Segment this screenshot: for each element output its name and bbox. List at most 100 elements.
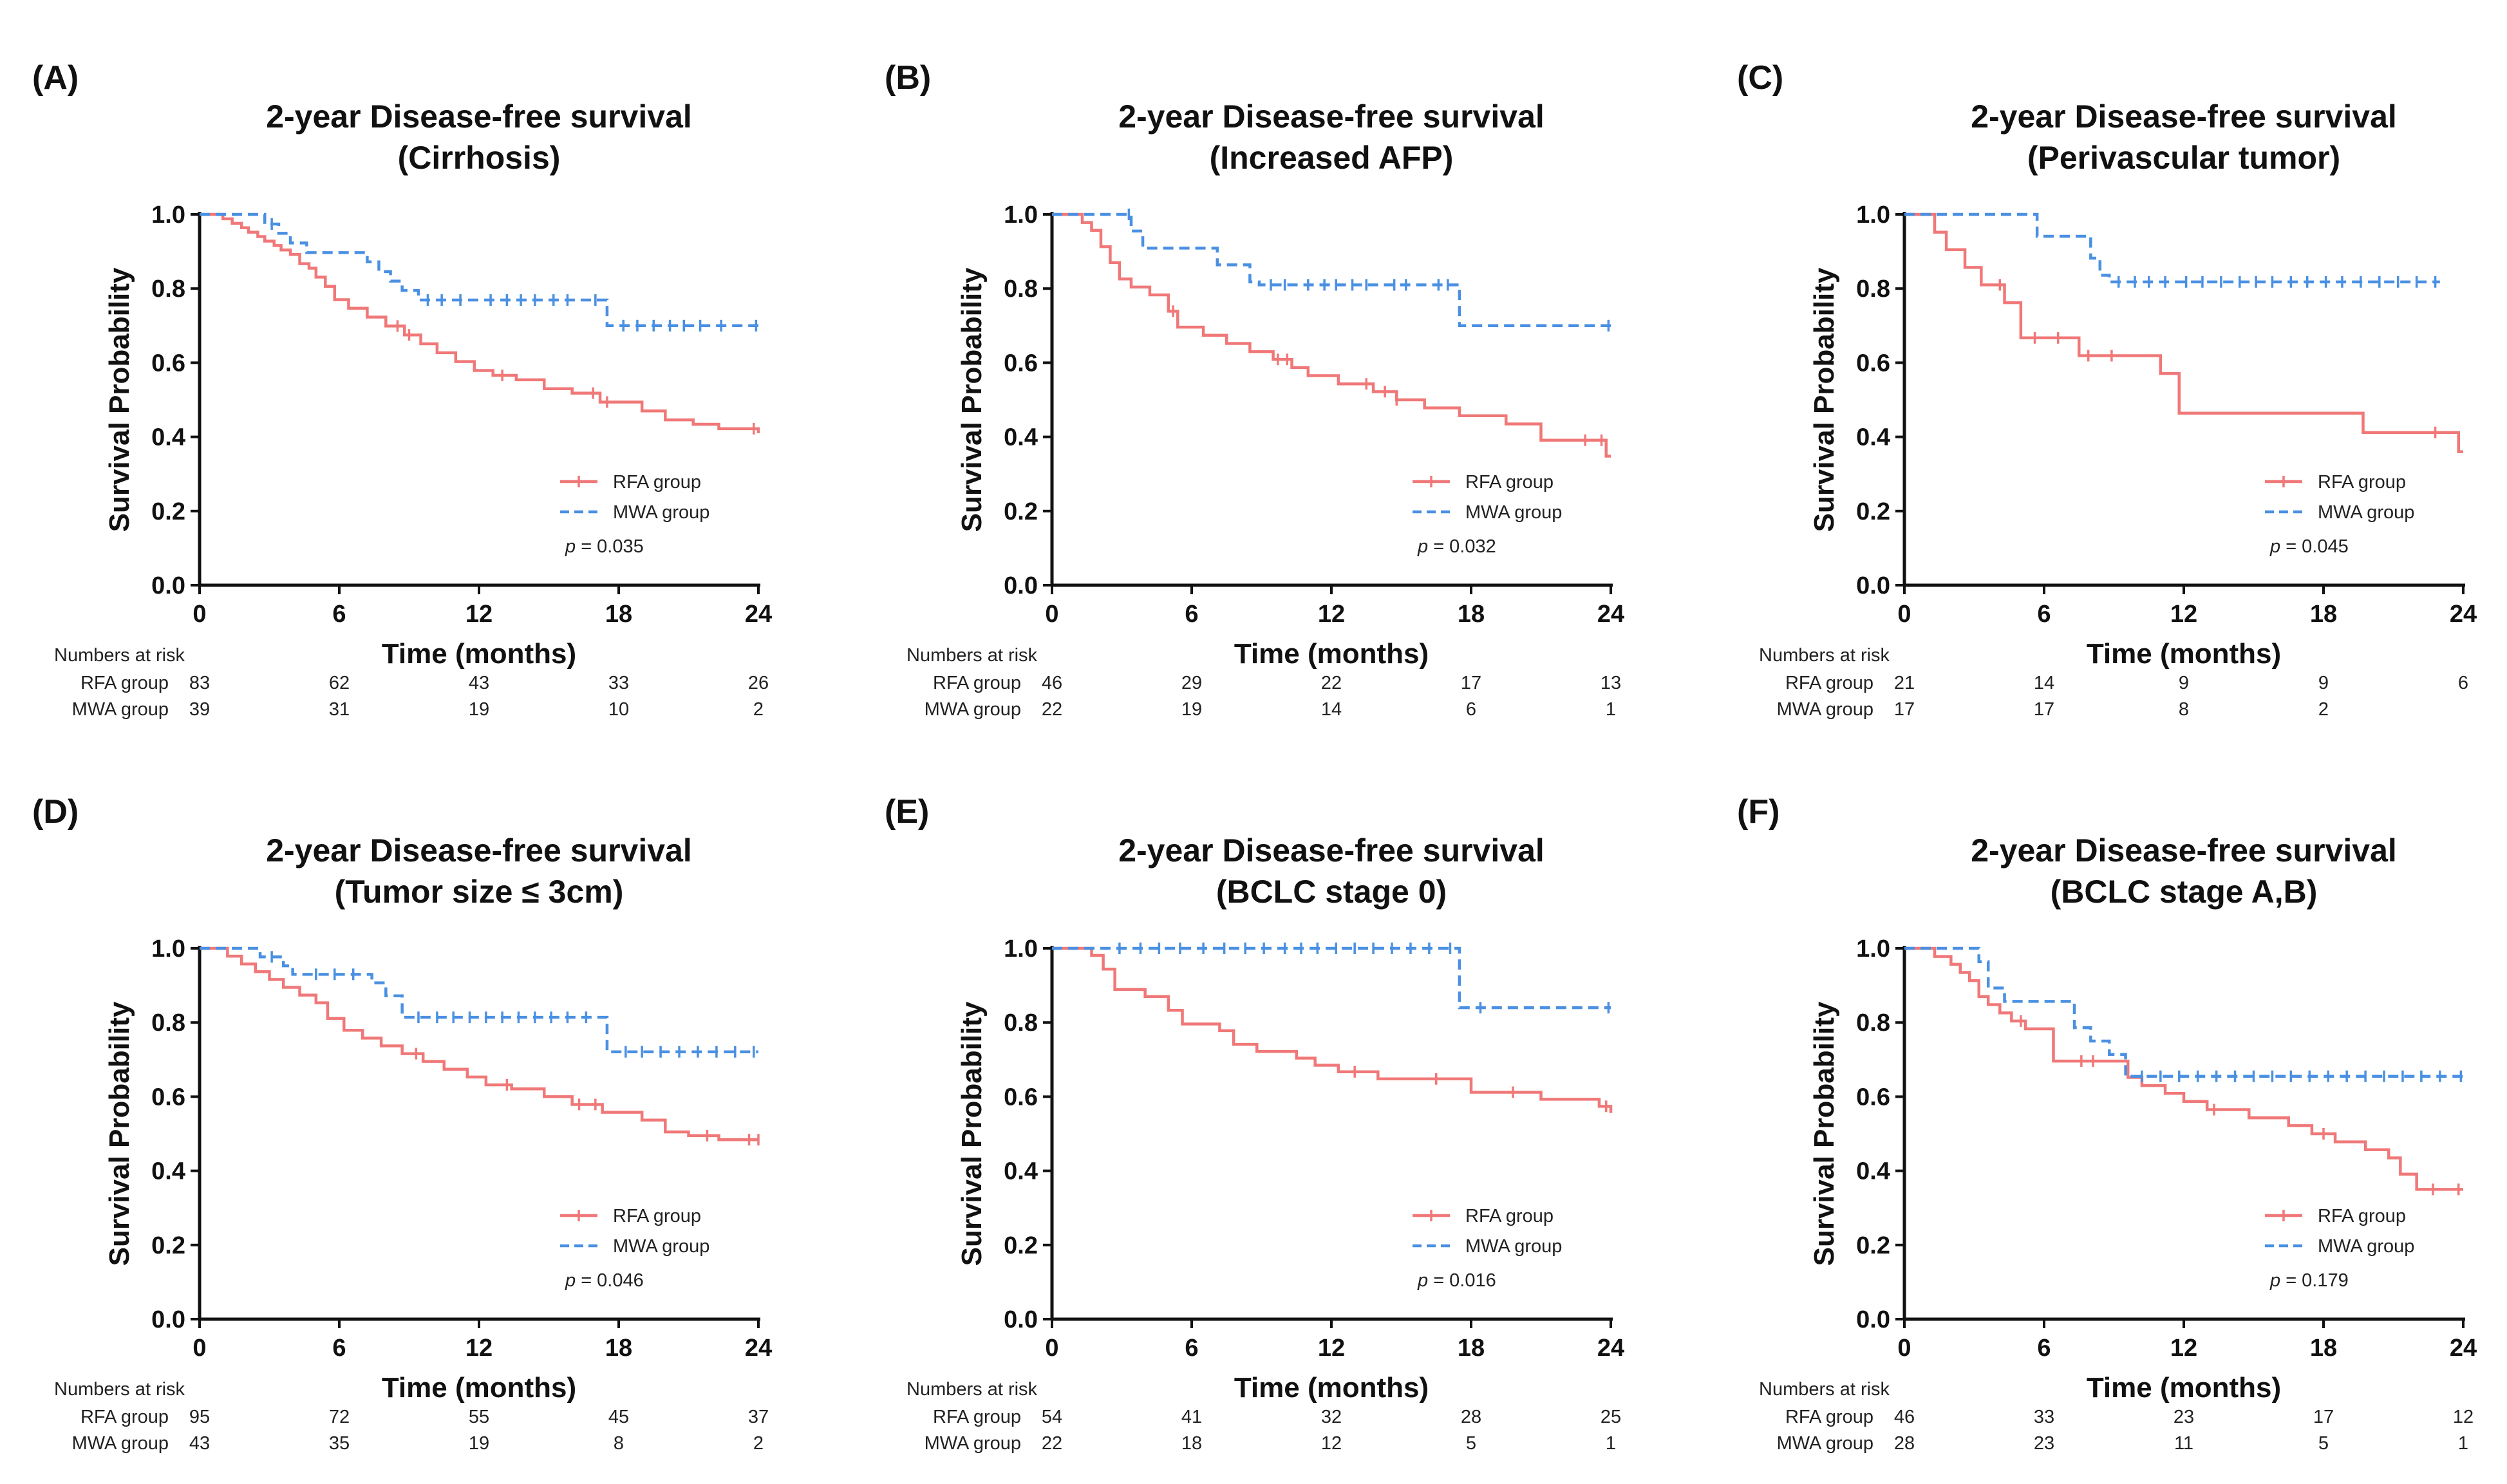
x-axis-label: Time (months) (1234, 638, 1429, 670)
y-tick-label: 0.4 (151, 424, 185, 451)
p-value: p = 0.179 (2269, 1270, 2349, 1291)
y-tick-label: 1.0 (1004, 202, 1038, 229)
p-symbol: p (1417, 536, 1433, 557)
risk-value: 25 (1601, 1407, 1621, 1427)
risk-value: 19 (1181, 699, 1202, 720)
risk-row-label: RFA group (933, 673, 1021, 693)
y-axis-label: Survival Probability (1808, 1001, 1840, 1266)
km-chart: (D) 2-year Disease-free survival (Tumor si… (32, 793, 772, 1454)
p-value-text: = 0.016 (1433, 1270, 1496, 1291)
p-symbol: p (565, 1270, 581, 1291)
y-tick-label: 0.6 (151, 1084, 185, 1111)
mwa-survival-curve (1904, 946, 2463, 1078)
y-tick-label: 0.2 (1856, 498, 1890, 525)
risk-value: 46 (1894, 1407, 1915, 1427)
km-chart: (B) 2-year Disease-free survival (Increase… (885, 59, 1624, 720)
risk-value: 33 (2034, 1407, 2054, 1427)
y-tick-label: 0.0 (151, 1306, 185, 1333)
mwa-survival-curve (200, 212, 758, 328)
x-tick-label: 18 (1458, 1335, 1485, 1362)
risk-value: 13 (1601, 673, 1621, 693)
y-tick-label: 0.2 (1856, 1232, 1890, 1259)
x-axis-label: Time (months) (1234, 1372, 1429, 1404)
km-chart: (A) 2-year Disease-free survival (Cirrhosi… (32, 59, 772, 720)
km-panel-d: (D) 2-year Disease-free survival (Tumor si… (0, 734, 836, 1474)
y-tick-label: 0.8 (151, 1010, 185, 1037)
risk-value: 43 (189, 1433, 210, 1454)
x-tick-label: 6 (2037, 601, 2051, 628)
y-tick-label: 0.8 (1004, 1010, 1038, 1037)
chart-title: 2-year Disease-free survival (266, 99, 692, 135)
p-symbol: p (2269, 1270, 2286, 1291)
km-chart: (E) 2-year Disease-free survival (BCLC sta… (885, 793, 1624, 1454)
x-tick-label: 24 (745, 601, 772, 628)
y-tick-label: 0.4 (1856, 424, 1890, 451)
risk-value: 12 (2453, 1407, 2474, 1427)
x-axis-label: Time (months) (2087, 638, 2281, 670)
risk-value: 14 (1321, 699, 1342, 720)
x-tick-label: 18 (1458, 601, 1485, 628)
risk-value: 17 (1894, 699, 1915, 720)
risk-value: 35 (329, 1433, 350, 1454)
risk-row-label: MWA group (925, 1433, 1021, 1454)
x-tick-label: 24 (2450, 601, 2477, 628)
x-tick-label: 6 (1185, 1335, 1198, 1362)
y-tick-label: 0.2 (151, 1232, 185, 1259)
y-tick-label: 0.6 (1004, 1084, 1038, 1111)
y-tick-label: 0.8 (151, 276, 185, 303)
legend-mwa-label: MWA group (1465, 1236, 1562, 1257)
risk-value: 72 (329, 1407, 350, 1427)
legend-rfa-label: RFA group (1465, 1206, 1554, 1226)
risk-value: 62 (329, 673, 350, 693)
y-tick-label: 1.0 (151, 935, 185, 963)
risk-row-label: MWA group (72, 699, 169, 720)
x-tick-label: 12 (1318, 601, 1345, 628)
y-tick-label: 1.0 (151, 202, 185, 229)
chart-title: 2-year Disease-free survival (1118, 832, 1545, 869)
risk-value: 9 (2179, 673, 2189, 693)
legend-mwa-label: MWA group (1465, 502, 1562, 523)
panel-label: (A) (32, 59, 79, 97)
rfa-survival-curve (1052, 946, 1613, 1113)
y-tick-label: 0.2 (151, 498, 185, 525)
risk-value: 37 (748, 1407, 769, 1427)
y-tick-label: 0.0 (1004, 1306, 1038, 1333)
risk-row-label: RFA group (80, 1407, 169, 1427)
chart-subtitle: (BCLC stage 0) (1216, 874, 1447, 910)
risk-value: 6 (2458, 673, 2468, 693)
mwa-survival-curve (1052, 212, 1611, 328)
x-tick-label: 0 (1897, 601, 1911, 628)
panel-label: (F) (1737, 793, 1779, 831)
x-tick-label: 24 (1597, 601, 1624, 628)
risk-value: 95 (189, 1407, 210, 1427)
risk-value: 19 (469, 1433, 489, 1454)
mwa-survival-curve (1904, 212, 2440, 284)
legend-rfa-label: RFA group (2318, 1206, 2406, 1226)
p-value-text: = 0.045 (2286, 536, 2349, 557)
y-tick-label: 1.0 (1856, 202, 1890, 229)
x-tick-label: 12 (2170, 1335, 2197, 1362)
km-chart: (F) 2-year Disease-free survival (BCLC sta… (1737, 793, 2477, 1454)
risk-value: 1 (2458, 1433, 2468, 1454)
y-tick-label: 0.2 (1004, 1232, 1038, 1259)
legend-rfa-label: RFA group (1465, 472, 1554, 493)
chart-subtitle: (Increased AFP) (1210, 140, 1454, 176)
risk-value: 29 (1181, 673, 1202, 693)
km-panel-f: (F) 2-year Disease-free survival (BCLC sta… (1705, 734, 2507, 1474)
x-tick-label: 6 (2037, 1335, 2051, 1362)
risk-value: 2 (753, 1433, 764, 1454)
p-value-text: = 0.046 (581, 1270, 644, 1291)
mwa-survival-curve (200, 946, 758, 1053)
x-tick-label: 0 (192, 1335, 206, 1362)
mwa-survival-curve (1052, 946, 1611, 1010)
risk-value: 19 (469, 699, 489, 720)
risk-value: 10 (608, 699, 629, 720)
x-tick-label: 12 (465, 601, 493, 628)
x-tick-label: 0 (1897, 1335, 1911, 1362)
x-tick-label: 18 (605, 601, 632, 628)
x-tick-label: 12 (1318, 1335, 1345, 1362)
y-tick-label: 0.4 (151, 1158, 185, 1185)
risk-value: 14 (2034, 673, 2054, 693)
x-tick-label: 0 (192, 601, 206, 628)
risk-value: 23 (2034, 1433, 2054, 1454)
